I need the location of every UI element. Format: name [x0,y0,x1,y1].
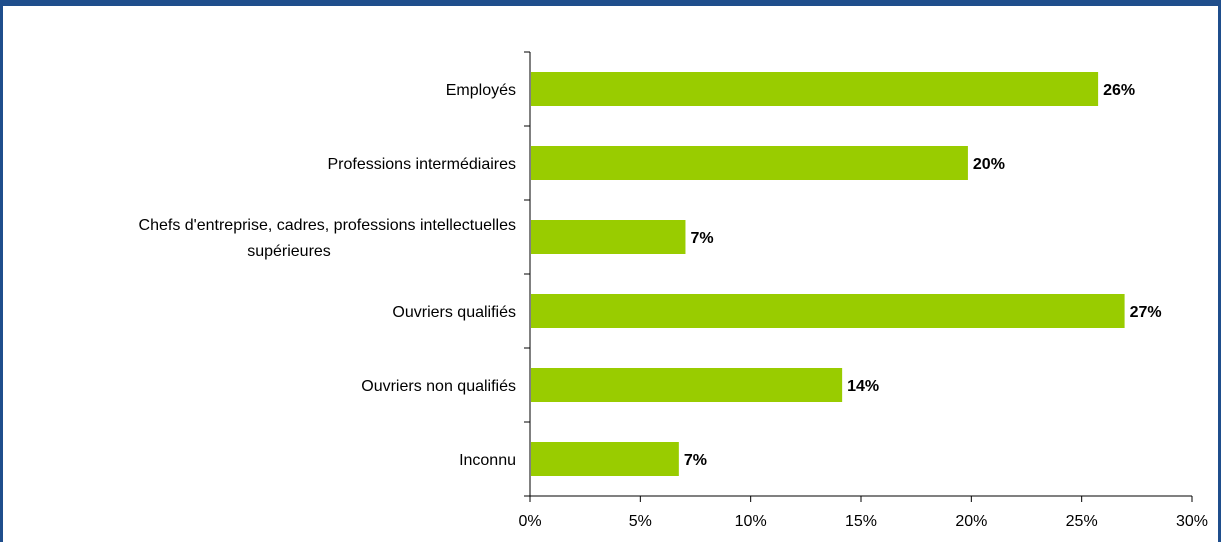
data-label: 7% [690,230,713,247]
data-label: 7% [684,452,707,469]
bar [531,294,1125,328]
x-tick-label: 0% [518,513,541,530]
category-label: Ouvriers non qualifiés [361,378,516,395]
data-label: 14% [847,378,879,395]
x-tick-label: 30% [1176,513,1208,530]
x-tick-label: 5% [629,513,652,530]
bar [531,146,968,180]
axes: 0% 5% 10% 15% 20% 25% 30% [518,51,1208,530]
category-label: Professions intermédiaires [327,156,516,173]
title-bar [0,0,1221,6]
x-tick-label: 15% [845,513,877,530]
labels: Employés 26% Professions intermédiaires 20%… [139,82,1162,469]
category-label: Inconnu [459,452,516,469]
data-label: 20% [973,156,1005,173]
bar [531,72,1099,106]
category-label: Chefs d'entreprise, cadres, professions … [139,217,516,234]
x-tick-label: 20% [955,513,987,530]
data-label: 27% [1130,304,1162,321]
data-label: 26% [1103,82,1135,99]
category-label: Ouvriers qualifiés [392,304,516,321]
x-tick-label: 25% [1066,513,1098,530]
category-label: supérieures [247,243,331,260]
category-label: Employés [446,82,516,99]
bar [531,368,843,402]
x-tick-label: 10% [735,513,767,530]
bar [531,442,679,476]
bars [531,72,1125,476]
bar [531,220,686,254]
